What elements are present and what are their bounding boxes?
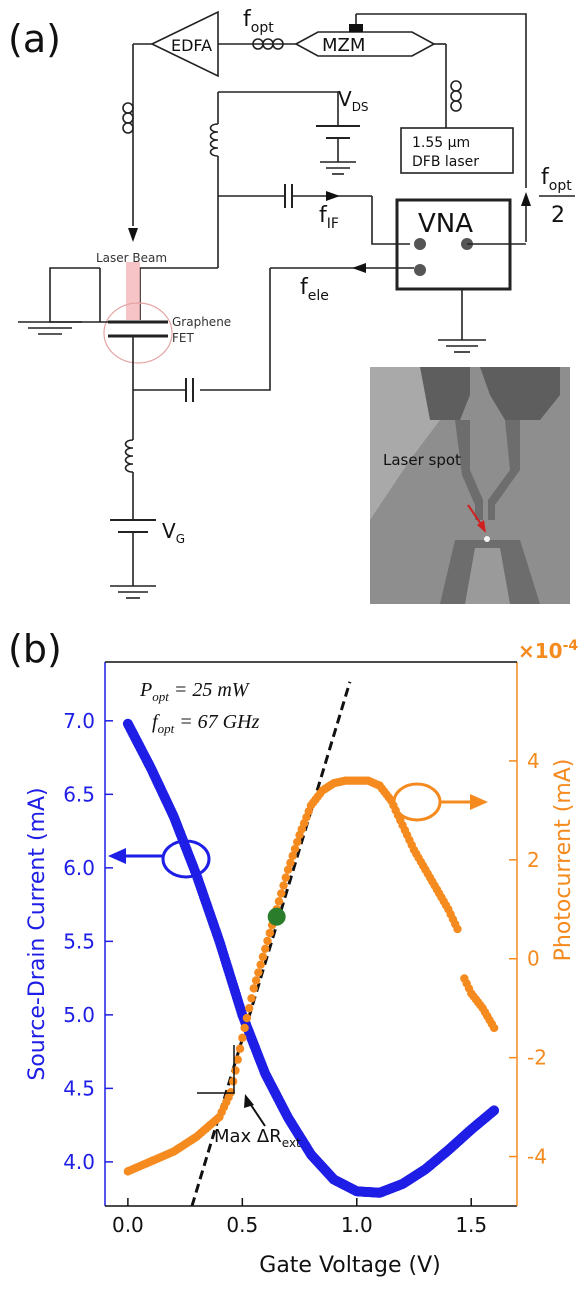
right-axis-indicator-circle <box>392 782 442 822</box>
y-right-multiplier: ×10-4 <box>518 638 578 663</box>
plot-area <box>122 681 500 1207</box>
vg-label: VG <box>162 519 185 546</box>
max-delta-r-step <box>197 1045 235 1094</box>
max-delta-r-label: Max ΔRext <box>214 1126 301 1150</box>
y2-tick-label: 2 <box>527 848 540 872</box>
y-tick-label: 7.0 <box>63 709 95 733</box>
panel-b-label: (b) <box>8 627 62 671</box>
fif-label: fIF <box>319 203 339 232</box>
photocurrent-point <box>228 1077 238 1086</box>
laser-beam-label: Laser Beam <box>96 251 167 265</box>
y-left-label: Source-Drain Current (mA) <box>25 787 50 1080</box>
photocurrent-point <box>251 976 261 985</box>
photocurrent-point <box>279 881 288 890</box>
laser-beam-glow <box>126 262 140 320</box>
y2-tick-label: -4 <box>527 1145 547 1169</box>
y-tick-label: 4.0 <box>63 1150 95 1174</box>
series-photocurrent <box>123 776 499 1176</box>
inductor-drain <box>209 123 219 157</box>
y-right-ticks: -4 -2 0 2 4 <box>509 749 547 1169</box>
y-tick-label: 6.0 <box>63 856 95 880</box>
photocurrent-point <box>277 889 286 898</box>
photocurrent-point <box>293 837 302 847</box>
photocurrent-point <box>258 952 268 961</box>
photocurrent-point <box>453 924 462 934</box>
fiber-coil-left <box>122 102 134 134</box>
y-left-ticks: 4.0 4.5 5.0 5.5 6.0 6.5 7.0 <box>63 709 113 1174</box>
x-tick-label: 1.5 <box>455 1213 487 1237</box>
x-ticks: 0.0 0.5 1.0 1.5 <box>112 1198 487 1237</box>
photocurrent-point <box>231 1066 240 1075</box>
photocurrent-point <box>281 873 291 882</box>
photocurrent-point <box>286 858 295 867</box>
photocurrent-point <box>265 928 274 938</box>
y-tick-label: 4.5 <box>63 1076 95 1100</box>
fopt-label: fopt = 67 GHz <box>152 711 260 736</box>
popt-label: Popt = 25 mW <box>139 679 251 704</box>
photocurrent-point <box>290 844 300 854</box>
x-tick-label: 0.0 <box>112 1213 144 1237</box>
vna-label: VNA <box>418 209 473 239</box>
laser-line2: DFB laser <box>412 154 479 170</box>
y-tick-label: 5.0 <box>63 1003 95 1027</box>
inductor-gate <box>124 439 134 473</box>
x-tick-label: 1.0 <box>341 1213 373 1237</box>
photocurrent-point <box>256 960 265 969</box>
fopt-half-den: 2 <box>551 203 565 228</box>
photocurrent-point <box>233 1055 242 1064</box>
laser-line1: 1.55 μm <box>412 135 470 151</box>
fopt-top-label: fopt <box>243 7 274 36</box>
fopt-half-num: fopt <box>541 165 572 194</box>
fiber-coil-top <box>252 38 284 50</box>
x-tick-label: 0.5 <box>226 1213 258 1237</box>
source-drain-point <box>489 1105 500 1116</box>
operating-point-marker <box>267 907 286 926</box>
photocurrent-point <box>238 1033 247 1043</box>
photocurrent-point <box>235 1044 245 1053</box>
dfb-laser-box <box>400 127 514 174</box>
y-tick-label: 6.5 <box>63 782 95 806</box>
laser-spot-label: Laser spot <box>383 451 461 469</box>
photocurrent-point <box>274 897 284 906</box>
photocurrent-point <box>242 1013 252 1023</box>
micrograph-inset: Laser spot <box>370 367 570 604</box>
vds-label: VDS <box>338 87 369 114</box>
y-tick-label: 5.5 <box>63 929 95 953</box>
y2-tick-label: 4 <box>527 749 540 773</box>
series-source-drain <box>122 718 500 1198</box>
photocurrent-point <box>261 944 270 954</box>
photocurrent-point <box>489 1023 499 1033</box>
panel-a: (a) EDFA fopt MZM 1.55 μm DFB laser fopt… <box>8 7 575 604</box>
photocurrent-point <box>283 865 293 874</box>
left-axis-indicator-circle <box>161 839 211 879</box>
mzm-label: MZM <box>322 35 365 56</box>
fele-label: fele <box>300 275 329 304</box>
x-axis-label: Gate Voltage (V) <box>259 1253 440 1278</box>
fiber-coil-right <box>450 80 462 112</box>
y-right-label: Photocurrent (mA) <box>551 759 576 962</box>
left-arrow-icon <box>108 848 126 864</box>
photocurrent-point <box>263 936 272 946</box>
photocurrent-point <box>240 1023 249 1033</box>
panel-b: (b) 0.0 0.5 1.0 1.5 4.0 4.5 5.0 5.5 6.0 6.5 7.0 -… <box>8 627 578 1278</box>
photocurrent-point <box>254 968 263 977</box>
photocurrent-point <box>288 851 297 861</box>
max-pointer-icon <box>244 1094 254 1108</box>
edfa-label: EDFA <box>171 36 212 55</box>
photocurrent-point <box>247 994 256 1003</box>
photocurrent-point <box>249 984 258 993</box>
fet-label: FET <box>172 331 194 345</box>
photocurrent-point <box>245 1003 254 1013</box>
graphene-label: Graphene <box>172 315 231 329</box>
right-arrow-icon <box>470 794 488 810</box>
graphene-fet-circle <box>103 302 173 364</box>
y2-tick-label: -2 <box>527 1046 547 1070</box>
y2-tick-label: 0 <box>527 947 540 971</box>
panel-a-label: (a) <box>8 17 61 61</box>
